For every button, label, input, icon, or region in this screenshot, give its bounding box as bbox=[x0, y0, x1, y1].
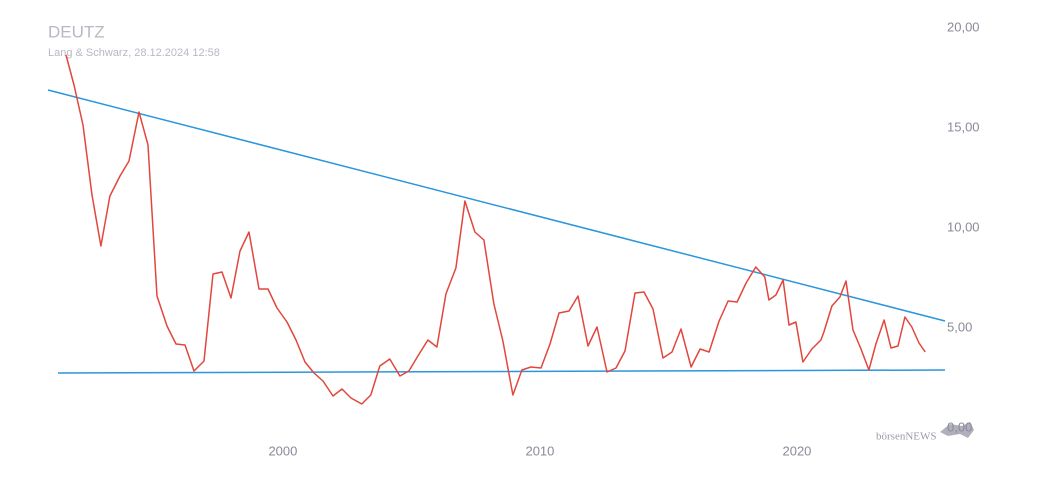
chart-title: DEUTZ bbox=[48, 22, 105, 41]
y-tick-label: 20,00 bbox=[947, 19, 980, 34]
trend-line bbox=[57, 369, 946, 374]
price-line bbox=[65, 54, 926, 405]
x-tick-label: 2000 bbox=[268, 443, 297, 458]
trend-line bbox=[47, 89, 946, 322]
chart-subtitle: Lang & Schwarz, 28.12.2024 12:58 bbox=[48, 47, 220, 59]
y-tick-label: 0,00 bbox=[947, 419, 972, 434]
y-tick-label: 5,00 bbox=[947, 319, 972, 334]
y-tick-label: 10,00 bbox=[947, 219, 980, 234]
x-tick-label: 2010 bbox=[525, 443, 554, 458]
watermark-logo bbox=[940, 422, 974, 438]
y-tick-label: 15,00 bbox=[947, 119, 980, 134]
x-tick-label: 2020 bbox=[782, 443, 811, 458]
watermark: börsenNEWS bbox=[876, 431, 937, 443]
